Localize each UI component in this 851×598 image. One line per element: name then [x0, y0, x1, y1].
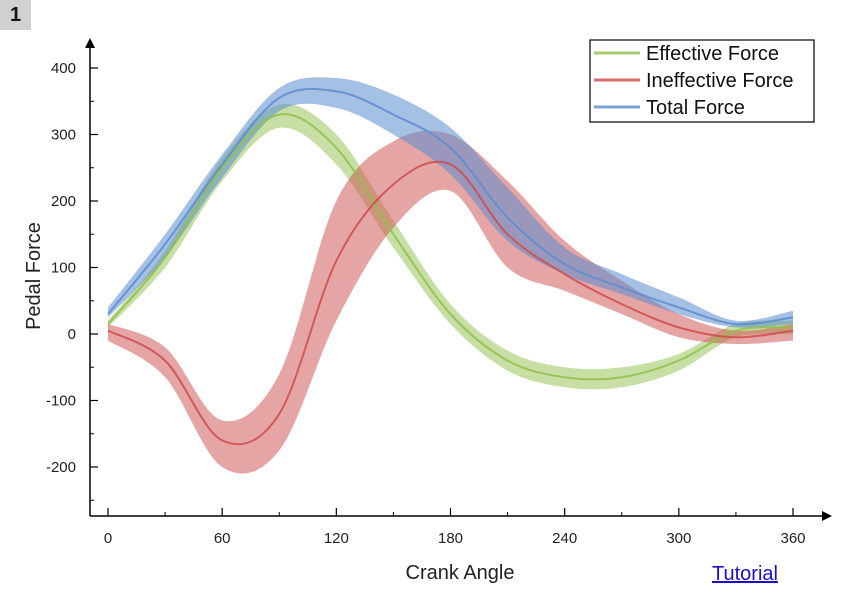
ineffective-force-line: [107, 160, 794, 446]
x-tick-label: 360: [780, 530, 805, 547]
tutorial-link[interactable]: Tutorial: [712, 563, 778, 585]
y-axis-label: Pedal Force: [23, 222, 45, 330]
x-tick-label: 240: [552, 530, 577, 547]
x-tick-label: 120: [324, 530, 349, 547]
y-tick-label: -100: [46, 393, 76, 410]
x-tick-label: 180: [438, 530, 463, 547]
x-tick-label: 0: [104, 530, 112, 547]
x-tick-label: 60: [214, 530, 231, 547]
panel-label: 1: [0, 0, 31, 30]
y-tick-label: 200: [51, 193, 76, 210]
legend-label: Effective Force: [646, 43, 779, 65]
x-axis-label: Crank Angle: [406, 562, 515, 584]
ineffective-force-band: [108, 130, 793, 474]
total-force-line: [107, 87, 794, 326]
legend: Effective Force Ineffective Force Total Fo…: [589, 39, 815, 123]
axis-ticks: 0 60 120 180 240 300 360 -200 -100 0 100 200 300 400: [46, 60, 806, 547]
y-tick-label: 100: [51, 260, 76, 277]
mean-lines: [107, 87, 794, 446]
y-tick-label: -200: [46, 459, 76, 476]
effective-force-line: [107, 113, 794, 381]
confidence-bands: [108, 77, 793, 474]
y-tick-label: 400: [51, 60, 76, 77]
x-tick-label: 300: [666, 530, 691, 547]
y-tick-label: 0: [68, 326, 76, 343]
y-tick-label: 300: [51, 127, 76, 144]
legend-label: Total Force: [646, 97, 745, 119]
legend-label: Ineffective Force: [646, 70, 793, 92]
